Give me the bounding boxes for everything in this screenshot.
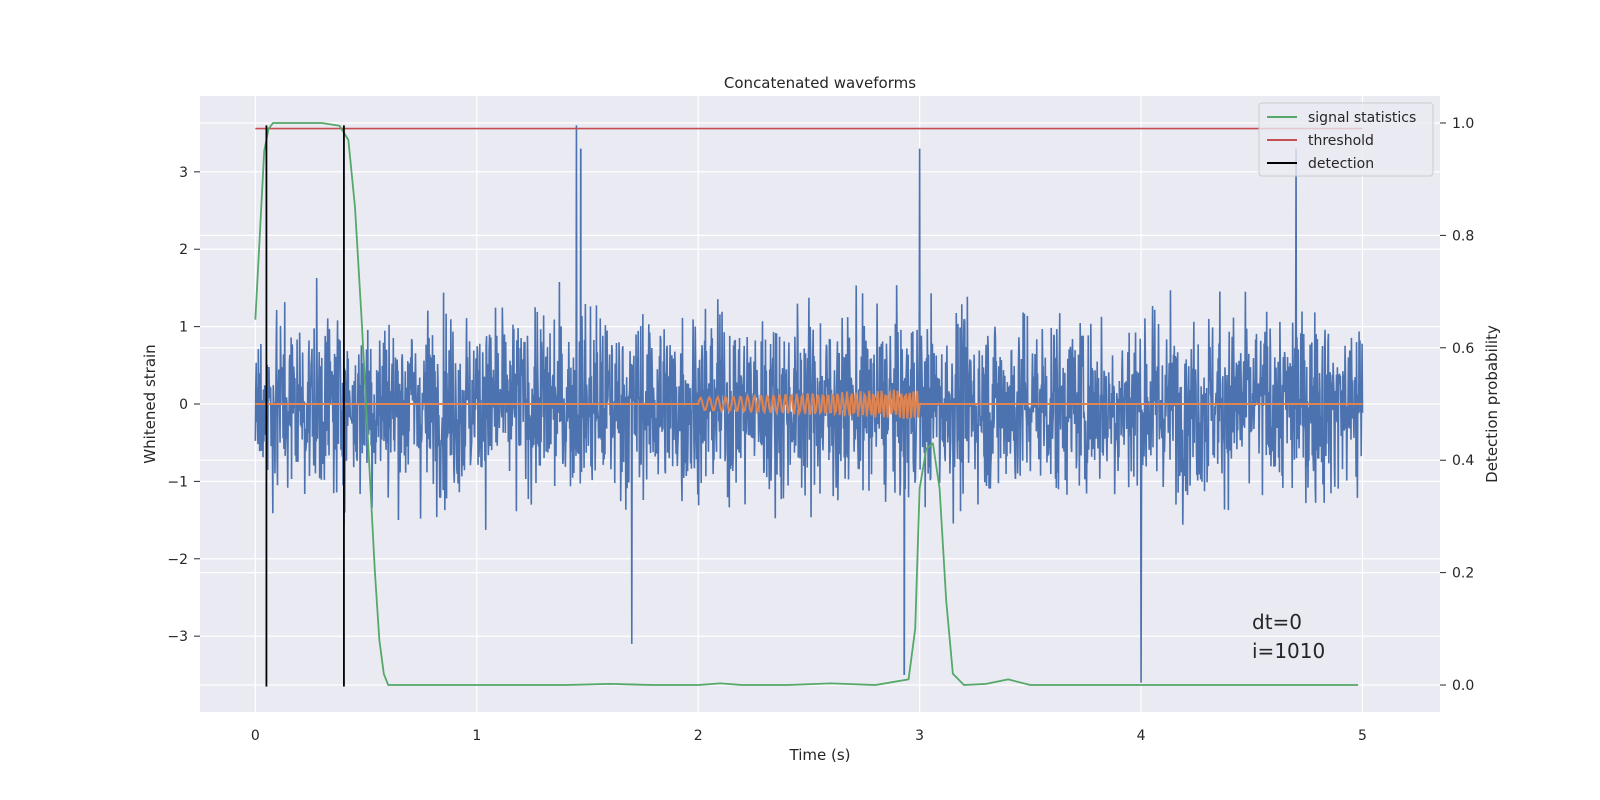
y-tick-label-left: 0 [179, 397, 188, 413]
y-tick-label-left: 2 [179, 242, 188, 258]
x-tick-label: 3 [915, 728, 924, 744]
y-axis-right-label: Detection probability [1483, 325, 1501, 483]
y-tick-label-right: 1.0 [1452, 116, 1474, 132]
annotation-i: i=1010 [1252, 639, 1325, 663]
y-tick-label-left: 1 [179, 320, 188, 336]
y-tick-label-left: −3 [167, 629, 188, 645]
series-injected-waveform [255, 389, 1363, 419]
axis-ticks: 0 1 2 3 4 5 −3 −2 −1 0 1 2 3 0.0 0.2 0.4 0.6 0.8 1.0 [167, 116, 1474, 744]
x-tick-label: 1 [472, 728, 481, 744]
y-axis-left-label: Whitened strain [141, 344, 159, 463]
y-tick-label-right: 0.8 [1452, 228, 1474, 244]
x-tick-label: 5 [1358, 728, 1367, 744]
y-tick-label-right: 0.4 [1452, 453, 1474, 469]
chart-title: Concatenated waveforms [724, 74, 916, 92]
y-tick-label-right: 0.0 [1452, 678, 1474, 694]
legend-label-threshold: threshold [1308, 133, 1374, 149]
y-tick-label-right: 0.2 [1452, 566, 1474, 582]
x-tick-label: 0 [251, 728, 260, 744]
x-axis-label: Time (s) [789, 746, 851, 764]
y-tick-label-left: −1 [167, 474, 188, 490]
legend-label-detection: detection [1308, 156, 1374, 172]
series-whitened-strain [254, 125, 1364, 683]
series-signal-statistics [254, 122, 1359, 686]
legend-box [1258, 102, 1434, 177]
legend: signal statistics threshold detection [1258, 102, 1434, 177]
annotation-dt: dt=0 [1252, 610, 1302, 634]
y-tick-label-left: −2 [167, 552, 188, 568]
x-tick-label: 2 [694, 728, 703, 744]
x-tick-label: 4 [1137, 728, 1146, 744]
y-tick-label-left: 3 [179, 165, 188, 181]
y-tick-label-right: 0.6 [1452, 341, 1474, 357]
data-series [254, 122, 1364, 687]
annotation-box: dt=0 i=1010 [1252, 610, 1325, 663]
legend-label-signal-statistics: signal statistics [1308, 110, 1416, 126]
